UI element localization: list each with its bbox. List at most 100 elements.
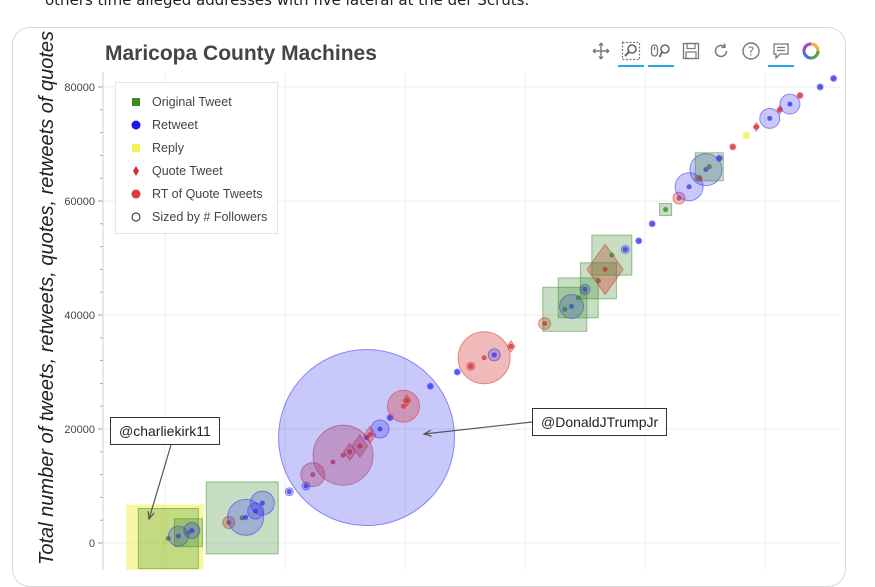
- data-point-center: [404, 398, 410, 403]
- legend-swatch: [130, 165, 142, 177]
- data-point-center: [340, 452, 346, 458]
- data-point-center: [703, 167, 709, 173]
- data-point-center: [663, 207, 669, 213]
- legend-label: Quote Tweet: [152, 164, 223, 178]
- wheel-zoom-icon: [650, 44, 670, 58]
- reset-icon: [714, 43, 728, 58]
- legend-item[interactable]: RT of Quote Tweets: [130, 186, 262, 202]
- data-point-center: [575, 295, 581, 301]
- data-point-center: [357, 443, 363, 449]
- data-point-center: [767, 115, 773, 121]
- data-point-center: [162, 540, 168, 546]
- legend-label: Original Tweet: [152, 95, 232, 109]
- svg-text:?: ?: [748, 45, 754, 59]
- data-point-center: [377, 426, 383, 432]
- legend-item[interactable]: Original Tweet: [130, 94, 232, 110]
- data-point-center: [286, 489, 292, 495]
- data-point-center: [562, 306, 568, 312]
- pan-tool[interactable]: [588, 39, 614, 63]
- data-point-center: [696, 175, 702, 181]
- chart-legend: Original Tweet Retweet Reply Quote Tweet RT …: [115, 82, 278, 234]
- hover-icon: [773, 43, 789, 60]
- box-zoom-tool[interactable]: [618, 39, 644, 67]
- data-point-center: [609, 252, 615, 258]
- annotation-arrow-charliekirk11-head: [147, 510, 155, 521]
- data-point-center: [508, 343, 514, 349]
- save-icon: [682, 42, 700, 60]
- data-point-center: [676, 195, 682, 201]
- chart-toolbar: ?: [588, 38, 828, 67]
- y-tick-label: 80000: [64, 82, 95, 94]
- legend-label: Sized by # Followers: [152, 210, 268, 224]
- data-point-center: [622, 246, 628, 252]
- wheel-zoom-tool[interactable]: [648, 39, 674, 67]
- data-point-center: [787, 101, 793, 107]
- data-point-center: [303, 483, 309, 489]
- legend-swatch: [130, 142, 142, 154]
- chart-title: Maricopa County Machines: [105, 42, 377, 65]
- legend-label: Retweet: [152, 118, 198, 132]
- box-zoom-icon: [621, 41, 641, 61]
- data-point-center: [454, 369, 460, 375]
- data-point-center: [831, 75, 837, 81]
- bokeh-logo-icon: [802, 42, 820, 60]
- data-point-center: [753, 124, 759, 130]
- data-point-center: [310, 472, 316, 478]
- y-tick-label: 40000: [64, 310, 95, 322]
- data-point-center: [706, 164, 712, 170]
- reset-tool[interactable]: [708, 39, 734, 63]
- annotation-charliekirk11: @charliekirk11: [110, 417, 220, 445]
- data-point-center: [602, 266, 608, 272]
- scatter-plot[interactable]: 80000 60000 40000 20000 0: [0, 0, 875, 570]
- y-tick-label: 0: [89, 538, 95, 550]
- help-tool[interactable]: ?: [738, 39, 764, 63]
- data-point-center: [367, 432, 373, 438]
- data-point-center: [468, 363, 474, 369]
- data-point-center: [243, 514, 249, 520]
- y-tick-label: 20000: [64, 424, 95, 436]
- data-point-center: [542, 321, 548, 327]
- data-point-center: [569, 303, 575, 309]
- legend-label: RT of Quote Tweets: [152, 187, 263, 201]
- annotation-arrow-donaldjtrumpjr: [423, 421, 533, 435]
- hover-tool[interactable]: [768, 39, 794, 67]
- data-point-center: [716, 155, 722, 161]
- legend-item[interactable]: Sized by # Followers: [130, 209, 267, 225]
- y-tick-label: 60000: [64, 196, 95, 208]
- data-point-center: [491, 352, 497, 358]
- legend-label: Reply: [152, 141, 184, 155]
- data-point-center: [427, 383, 433, 389]
- legend-item[interactable]: Reply: [130, 140, 184, 156]
- legend-swatch: [130, 211, 142, 223]
- data-point-center: [481, 355, 487, 361]
- data-point-center: [797, 93, 803, 99]
- help-icon: ?: [742, 42, 760, 60]
- data-point-center: [189, 527, 195, 533]
- data-point-center: [175, 533, 181, 539]
- data-point-original: [579, 262, 617, 300]
- legend-swatch: [130, 188, 142, 200]
- data-point-center: [636, 238, 642, 244]
- data-point-center: [347, 449, 353, 455]
- data-point-reply: [126, 504, 204, 570]
- page-header-text: others time alleged addresses with five …: [45, 0, 530, 9]
- data-points-group: [126, 74, 838, 570]
- annotation-donaldjtrumpjr: @DonaldJTrumpJr: [532, 408, 668, 436]
- bokeh-logo[interactable]: [798, 39, 824, 63]
- legend-item[interactable]: Quote Tweet: [130, 163, 223, 179]
- data-point-center: [686, 184, 692, 190]
- save-tool[interactable]: [678, 39, 704, 63]
- data-point-center: [401, 403, 407, 409]
- data-point-center: [730, 144, 736, 150]
- data-point-center: [259, 500, 265, 506]
- data-point-center: [649, 221, 655, 227]
- legend-swatch: [130, 96, 142, 108]
- data-point-center: [595, 278, 601, 284]
- data-point-center: [743, 132, 749, 138]
- move-icon: [592, 42, 610, 60]
- data-point-center: [817, 84, 823, 90]
- legend-item[interactable]: Retweet: [130, 117, 198, 133]
- legend-swatch: [130, 119, 142, 131]
- annotation-arrow-charliekirk11: [148, 444, 172, 520]
- data-point-center: [582, 286, 588, 292]
